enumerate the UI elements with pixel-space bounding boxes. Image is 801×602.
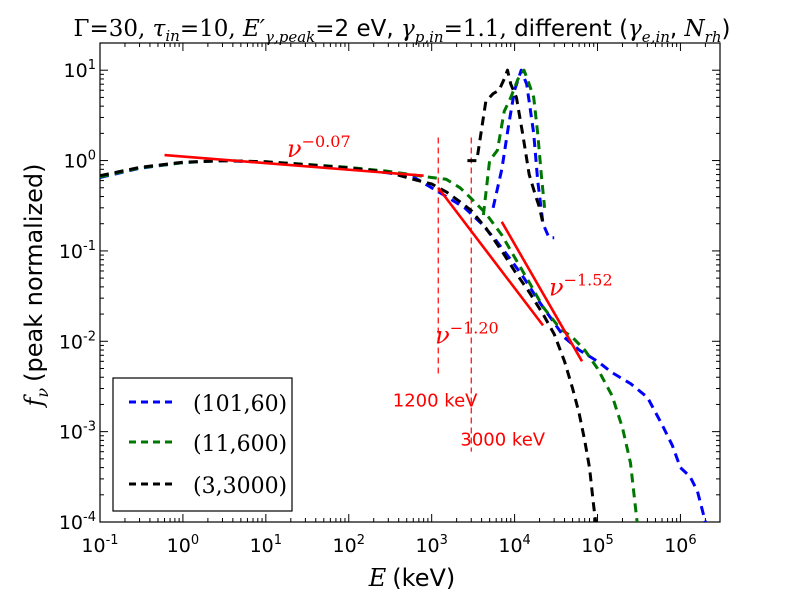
y-axis-label: fν(peak normalized) (20, 164, 52, 409)
series-line--3-3000- (100, 159, 598, 522)
y-tick-exponent: 1 (88, 58, 96, 73)
legend-box (112, 377, 293, 512)
fit-line (500, 221, 584, 362)
chart-title: Γ=30, τin=10, E′γ,peak=2 eV, γp,in=1.1, … (74, 16, 731, 46)
y-tick-label: 10-1 (59, 239, 96, 263)
y-tick-label: 100 (64, 149, 96, 173)
x-tick-label: 104 (498, 533, 530, 557)
x-tick-exponent: 3 (440, 533, 448, 548)
y-tick-exponent: -2 (83, 329, 96, 344)
x-tick-label: 103 (415, 533, 447, 557)
legend-label-3-3000: (3,3000) (193, 474, 287, 499)
x-tick-exponent: 2 (357, 533, 365, 548)
axes-frame (99, 42, 721, 523)
x-tick-label: 102 (333, 533, 365, 557)
fit-label-exponent: −1.20 (450, 318, 499, 337)
fit-label-exponent: −1.52 (564, 271, 613, 290)
legend-label-101-60: (101,60) (193, 392, 287, 417)
plot-area: 10-1 100 101 102 103 104 105 10610-410-310-210-… (59, 42, 721, 557)
vline-label: 3000 keV (460, 430, 545, 451)
fit-label-exponent: −0.07 (302, 132, 351, 151)
fit-line (437, 186, 545, 327)
fit-label: ν−0.07 (287, 132, 351, 163)
x-tick-exponent: -1 (106, 533, 119, 548)
x-tick-exponent: 4 (523, 533, 531, 548)
x-tick-label: 105 (581, 533, 613, 557)
y-tick-label: 10-2 (59, 329, 96, 353)
x-tick-exponent: 5 (605, 533, 613, 548)
fit-line (164, 153, 424, 177)
x-tick-exponent: 0 (191, 533, 199, 548)
x-tick-exponent: 1 (274, 533, 282, 548)
vline-label: 1200 keV (393, 390, 478, 411)
y-tick-label: 10-3 (59, 420, 96, 444)
x-axis-label: E (keV) (368, 564, 455, 592)
x-tick-label: 100 (167, 533, 199, 557)
x-tick-label: 10-1 (81, 533, 118, 557)
y-tick-label: 101 (64, 58, 96, 82)
fit-label: ν−1.20 (435, 318, 499, 349)
fit-label: ν−1.52 (549, 271, 613, 302)
x-tick-label: 101 (250, 533, 282, 557)
legend: (101,60) (11,600) (3,3000) (112, 377, 293, 512)
y-tick-exponent: 0 (88, 149, 96, 164)
x-tick-label: 106 (664, 533, 696, 557)
y-tick-exponent: -4 (83, 510, 96, 525)
y-tick-label: 10-4 (59, 510, 96, 534)
legend-label-11-600: (11,600) (193, 432, 287, 457)
y-tick-exponent: -1 (83, 239, 96, 254)
y-tick-exponent: -3 (83, 420, 96, 435)
series-line--101-60- (491, 68, 555, 240)
x-tick-exponent: 6 (688, 533, 696, 548)
series-line--11-600- (481, 68, 547, 216)
